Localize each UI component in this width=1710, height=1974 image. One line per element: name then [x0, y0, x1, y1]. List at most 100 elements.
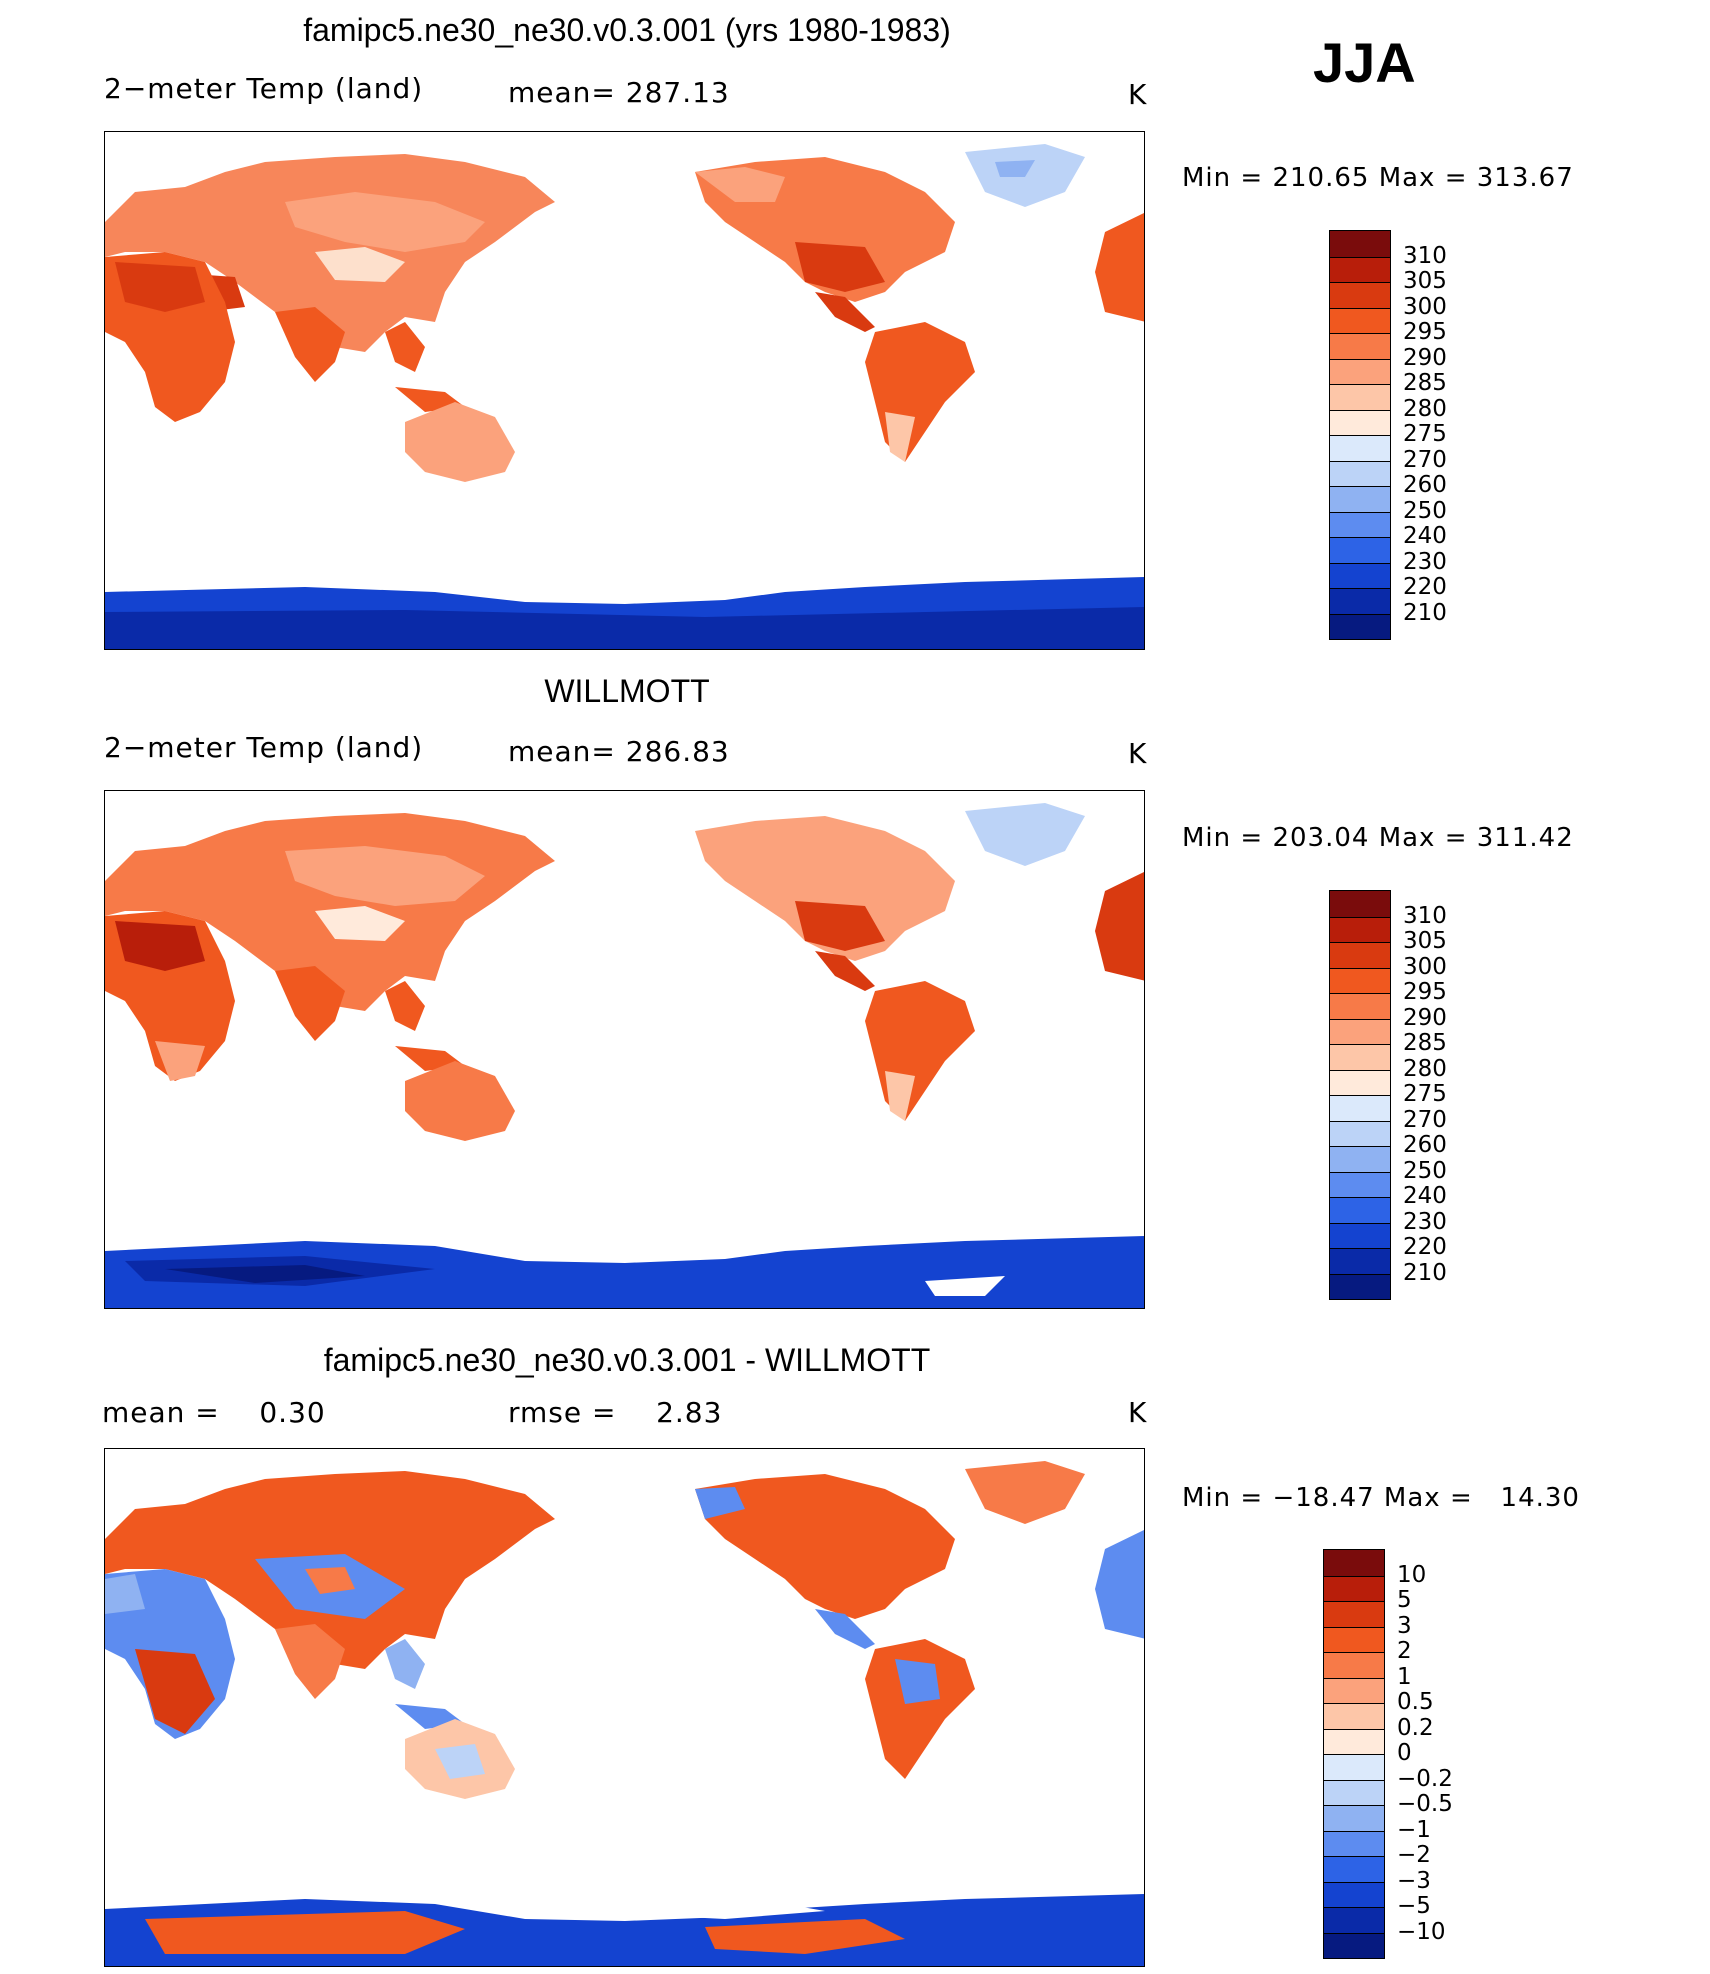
colorbar-tick-label: 275 — [1403, 1081, 1447, 1107]
colorbar-swatch — [1330, 537, 1390, 563]
colorbar-tick-label: 3 — [1397, 1612, 1412, 1639]
map-model — [104, 131, 1145, 650]
panel-rmse-label: rmse = 2.83 — [508, 1396, 723, 1429]
colorbar-swatch — [1330, 307, 1390, 333]
colorbar-swatch — [1330, 588, 1390, 614]
colorbar-swatch — [1324, 1677, 1384, 1703]
panel-units-label: K — [1128, 737, 1148, 770]
colorbar-tick-label: 260 — [1403, 472, 1447, 498]
colorbar-tick-label: 0.2 — [1397, 1714, 1434, 1741]
colorbar-swatch — [1324, 1703, 1384, 1729]
colorbar-swatch — [1330, 562, 1390, 588]
land-fill — [105, 803, 1144, 1308]
colorbar-tick-label: 230 — [1403, 548, 1447, 575]
colorbar-tick-label: 285 — [1403, 1030, 1447, 1056]
colorbar-swatch — [1324, 1626, 1384, 1652]
colorbar-tick-label: 1 — [1397, 1663, 1412, 1690]
colorbar-tick-label: 305 — [1403, 928, 1447, 954]
colorbar-swatch — [1324, 1728, 1384, 1754]
colorbar-tick-label: 300 — [1403, 953, 1447, 980]
colorbar-swatch — [1330, 1248, 1390, 1274]
colorbar-tick-label: 305 — [1403, 268, 1447, 294]
colorbar-tick-label: −2 — [1397, 1842, 1431, 1868]
colorbar-tick-label: 280 — [1403, 395, 1447, 422]
colorbar-tick-label: 270 — [1403, 1106, 1447, 1133]
colorbar-tick-label: 10 — [1397, 1561, 1427, 1588]
colorbar-tick-label: 240 — [1403, 1183, 1447, 1209]
colorbar-tick-label: −5 — [1397, 1893, 1431, 1919]
colorbar-tick-label: 300 — [1403, 293, 1447, 320]
panel-units-label: K — [1128, 78, 1148, 111]
colorbar-tick-label: 230 — [1403, 1208, 1447, 1235]
colorbar-tick-label: −10 — [1397, 1918, 1446, 1945]
panel-title-obs: WILLMOTT — [544, 673, 710, 709]
minmax-obs: Min = 203.04 Max = 311.42 — [1182, 823, 1574, 853]
map-diff-canvas — [105, 1461, 1144, 1966]
colorbar-swatch — [1324, 1856, 1384, 1882]
colorbar-swatch — [1330, 942, 1390, 968]
colorbar-tick-label: −0.2 — [1397, 1765, 1453, 1792]
colorbar-swatch — [1330, 256, 1390, 282]
colorbar-obs — [1329, 890, 1391, 1300]
panel-title-model: famipc5.ne30_ne30.v0.3.001 (yrs 1980-198… — [303, 12, 951, 48]
colorbar-swatch — [1330, 511, 1390, 537]
colorbar-swatch — [1330, 231, 1390, 257]
colorbar-swatch — [1324, 1907, 1384, 1933]
colorbar-swatch — [1330, 1197, 1390, 1223]
colorbar-swatch — [1324, 1601, 1384, 1627]
map-model-canvas — [105, 144, 1144, 649]
colorbar-diff — [1323, 1549, 1385, 1959]
colorbar-swatch — [1330, 358, 1390, 384]
colorbar-swatch — [1330, 1171, 1390, 1197]
colorbar-tick-label: 270 — [1403, 446, 1447, 473]
colorbar-swatch — [1324, 1550, 1384, 1576]
colorbar-swatch — [1330, 409, 1390, 435]
panel-variable-label: 2−meter Temp (land) — [104, 72, 424, 105]
colorbar-swatch — [1330, 993, 1390, 1019]
colorbar-tick-label: 0.5 — [1397, 1689, 1434, 1715]
colorbar-swatch — [1324, 1754, 1384, 1780]
colorbar-tick-label: −0.5 — [1397, 1791, 1453, 1817]
panel-variable-label: 2−meter Temp (land) — [104, 731, 424, 764]
panel-title-diff: famipc5.ne30_ne30.v0.3.001 - WILLMOTT — [323, 1342, 931, 1378]
map-obs — [104, 790, 1145, 1309]
colorbar-tick-label: 310 — [1403, 902, 1447, 929]
colorbar-tick-label: −3 — [1397, 1867, 1431, 1894]
colorbar-tick-label: 220 — [1403, 1234, 1447, 1260]
minmax-diff: Min = −18.47 Max = 14.30 — [1182, 1483, 1580, 1513]
colorbar-tick-label: −1 — [1397, 1816, 1431, 1843]
colorbar-swatch — [1330, 1120, 1390, 1146]
colorbar-swatch — [1330, 333, 1390, 359]
panel-mean-label: mean= 287.13 — [508, 76, 730, 109]
map-diff — [104, 1448, 1145, 1967]
colorbar-tick-label: 310 — [1403, 242, 1447, 269]
colorbar-swatch — [1324, 1779, 1384, 1805]
minmax-model: Min = 210.65 Max = 313.67 — [1182, 163, 1574, 193]
colorbar-swatch — [1330, 384, 1390, 410]
colorbar-tick-label: 240 — [1403, 523, 1447, 549]
colorbar-swatch — [1324, 1805, 1384, 1831]
colorbar-tick-label: 0 — [1397, 1740, 1412, 1766]
colorbar-tick-label: 295 — [1403, 319, 1447, 345]
colorbar-swatch — [1330, 1095, 1390, 1121]
colorbar-swatch — [1330, 1146, 1390, 1172]
colorbar-swatch — [1330, 435, 1390, 461]
colorbar-swatch — [1330, 1222, 1390, 1248]
colorbar-swatch — [1324, 1575, 1384, 1601]
colorbar-tick-label: 285 — [1403, 370, 1447, 396]
colorbar-tick-label: 220 — [1403, 574, 1447, 600]
land-fill — [105, 1461, 1144, 1966]
panel-units-label: K — [1128, 1396, 1148, 1429]
colorbar-swatch — [1330, 916, 1390, 942]
colorbar-tick-label: 210 — [1403, 599, 1447, 626]
colorbar-tick-label: 250 — [1403, 1157, 1447, 1184]
colorbar-swatch — [1330, 1018, 1390, 1044]
colorbar-tick-label: 290 — [1403, 1004, 1447, 1031]
colorbar-swatch — [1324, 1652, 1384, 1678]
colorbar-swatch — [1330, 1273, 1390, 1299]
colorbar-tick-label: 250 — [1403, 497, 1447, 524]
panel-mean-label: mean = 0.30 — [102, 1396, 326, 1429]
colorbar-swatch — [1330, 1044, 1390, 1070]
colorbar-tick-label: 210 — [1403, 1259, 1447, 1286]
colorbar-swatch — [1330, 486, 1390, 512]
